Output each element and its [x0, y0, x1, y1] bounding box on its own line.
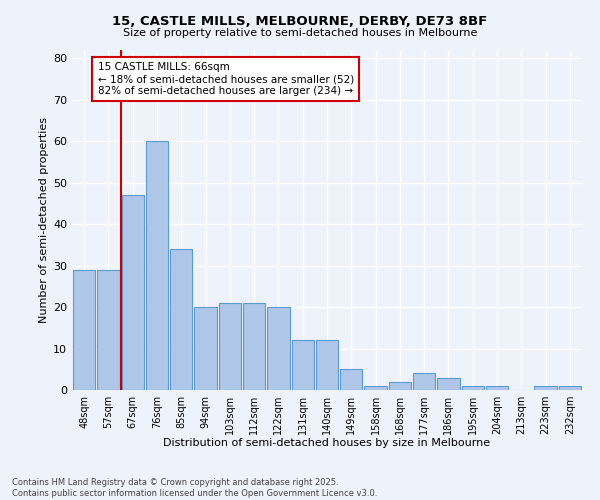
Bar — [389, 382, 411, 390]
Bar — [364, 386, 387, 390]
Y-axis label: Number of semi-detached properties: Number of semi-detached properties — [39, 117, 49, 323]
Bar — [292, 340, 314, 390]
Bar — [461, 386, 484, 390]
Bar — [73, 270, 95, 390]
Bar — [559, 386, 581, 390]
Bar — [267, 307, 290, 390]
Bar — [535, 386, 557, 390]
Text: Size of property relative to semi-detached houses in Melbourne: Size of property relative to semi-detach… — [123, 28, 477, 38]
Bar — [340, 370, 362, 390]
X-axis label: Distribution of semi-detached houses by size in Melbourne: Distribution of semi-detached houses by … — [163, 438, 491, 448]
Bar — [97, 270, 119, 390]
Bar — [122, 195, 144, 390]
Bar — [316, 340, 338, 390]
Bar — [218, 303, 241, 390]
Bar — [486, 386, 508, 390]
Bar — [413, 374, 436, 390]
Text: 15 CASTLE MILLS: 66sqm
← 18% of semi-detached houses are smaller (52)
82% of sem: 15 CASTLE MILLS: 66sqm ← 18% of semi-det… — [97, 62, 354, 96]
Bar — [437, 378, 460, 390]
Bar — [170, 249, 193, 390]
Bar — [243, 303, 265, 390]
Bar — [194, 307, 217, 390]
Bar — [146, 141, 168, 390]
Text: 15, CASTLE MILLS, MELBOURNE, DERBY, DE73 8BF: 15, CASTLE MILLS, MELBOURNE, DERBY, DE73… — [112, 15, 488, 28]
Text: Contains HM Land Registry data © Crown copyright and database right 2025.
Contai: Contains HM Land Registry data © Crown c… — [12, 478, 377, 498]
